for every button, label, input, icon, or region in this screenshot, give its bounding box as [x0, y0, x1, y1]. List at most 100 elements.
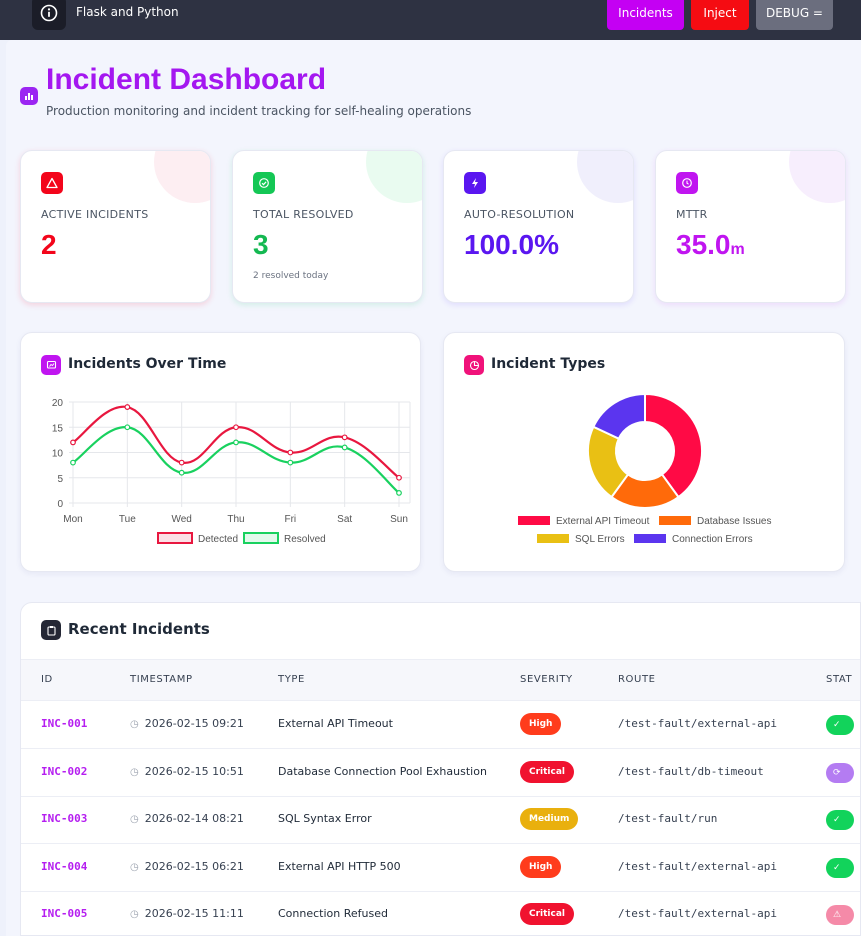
inject-button[interactable]: Inject: [691, 0, 749, 30]
timestamp-cell: ◷ 2026-02-15 10:51: [130, 765, 244, 778]
data-point-resolved[interactable]: [70, 459, 76, 466]
donut-slice[interactable]: [592, 392, 646, 440]
debug-button[interactable]: DEBUG =: [756, 0, 833, 30]
clock-icon: ◷: [130, 861, 139, 873]
chart-title: Incidents Over Time: [68, 356, 227, 372]
stat-card-mttr: MTTR 35.0m: [655, 150, 846, 303]
clock-icon: [676, 172, 698, 194]
x-tick-label: Thu: [227, 514, 244, 525]
legend-label[interactable]: Resolved: [284, 534, 326, 545]
timestamp-text: 2026-02-15 11:11: [144, 907, 244, 921]
data-point-detected[interactable]: [70, 439, 76, 446]
legend-label[interactable]: External API Timeout: [556, 516, 650, 527]
column-header-id[interactable]: ID: [41, 674, 53, 685]
column-header-route[interactable]: ROUTE: [618, 674, 656, 685]
legend-swatch[interactable]: [243, 532, 279, 544]
incident-id-link[interactable]: INC-003: [41, 812, 88, 826]
column-header-status[interactable]: STAT: [826, 674, 853, 685]
status-badge: ⚠: [826, 905, 854, 926]
stat-label: TOTAL RESOLVED: [253, 208, 354, 221]
incident-id-link[interactable]: INC-005: [41, 907, 88, 921]
table-row[interactable]: INC-004 ◷ 2026-02-15 06:21 External API HTT…: [21, 844, 860, 892]
stat-note: 2 resolved today: [253, 271, 329, 281]
incidents-button[interactable]: Incidents: [607, 0, 684, 30]
severity-badge: Medium: [520, 808, 579, 831]
stat-value: 3: [253, 229, 269, 260]
data-point-resolved[interactable]: [341, 444, 348, 451]
legend-label[interactable]: SQL Errors: [575, 534, 625, 545]
incident-type-cell: External API Timeout: [278, 717, 393, 730]
severity-badge: Critical: [520, 903, 575, 926]
data-point-resolved[interactable]: [396, 489, 402, 496]
severity-badge: High: [520, 855, 562, 878]
data-point-detected[interactable]: [124, 404, 131, 410]
legend-swatch[interactable]: [157, 532, 193, 544]
incident-type-cell: Connection Refused: [278, 907, 388, 921]
legend-swatch[interactable]: [518, 516, 550, 525]
incident-type-cell: External API HTTP 500: [278, 859, 401, 873]
chart-bar-icon: [20, 87, 38, 105]
data-point-resolved[interactable]: [178, 469, 185, 476]
timestamp-cell: ◷ 2026-02-15 11:11: [130, 907, 244, 920]
legend-label[interactable]: Database Issues: [697, 516, 772, 527]
line-chart[interactable]: 0 5 10 15 20 Mon Tue Wed Thu Fri Sat Sun Detected Res…: [31, 391, 411, 571]
check-circle-icon: [253, 172, 275, 194]
y-tick-label: 15: [52, 423, 64, 434]
data-point-detected[interactable]: [178, 459, 185, 466]
clock-icon: ◷: [130, 719, 139, 730]
legend-swatch[interactable]: [634, 534, 666, 543]
table-row[interactable]: INC-005 ◷ 2026-02-15 11:11 Connection Refus…: [21, 891, 860, 935]
severity-badge: High: [520, 713, 562, 735]
chart-line-icon: [41, 355, 61, 375]
incident-types-card: Incident Types External API Timeout Datab…: [443, 332, 845, 572]
decorative-blob: [789, 151, 845, 203]
y-tick-label: 0: [57, 499, 63, 510]
data-point-resolved[interactable]: [287, 459, 294, 466]
column-header-severity[interactable]: SEVERITY: [520, 674, 573, 685]
data-point-detected[interactable]: [233, 424, 239, 431]
lightning-icon: [464, 172, 486, 194]
clock-icon: ◷: [130, 814, 139, 826]
stat-value-number: 35.0: [676, 229, 731, 260]
timestamp-text: 2026-02-15 09:21: [144, 717, 244, 730]
stat-value: 100.0%: [464, 229, 559, 260]
y-tick-label: 10: [52, 449, 64, 460]
x-tick-label: Sat: [337, 514, 352, 525]
table-row[interactable]: INC-001 ◷ 2026-02-15 09:21 External API Tim…: [21, 701, 860, 749]
x-tick-label: Wed: [171, 514, 191, 525]
incident-id-link[interactable]: INC-001: [41, 717, 88, 730]
stat-unit: m: [730, 241, 745, 258]
legend-swatch[interactable]: [537, 534, 569, 543]
pie-chart-icon: [464, 355, 484, 375]
status-badge: ✓: [826, 810, 854, 831]
data-point-resolved[interactable]: [233, 439, 239, 446]
status-badge: ✓: [826, 715, 854, 735]
legend-label[interactable]: Detected: [198, 534, 238, 545]
table-row[interactable]: INC-002 ◷ 2026-02-15 10:51 Database Connect…: [21, 749, 860, 797]
stat-value: 2: [41, 229, 57, 260]
incident-id-link[interactable]: INC-002: [41, 764, 88, 778]
brand-name[interactable]: Flask and Python: [76, 5, 179, 19]
data-point-detected[interactable]: [396, 474, 402, 481]
data-point-detected[interactable]: [287, 449, 294, 456]
stat-card-active-incidents: ACTIVE INCIDENTS 2: [20, 150, 211, 303]
incident-type-cell: SQL Syntax Error: [278, 812, 372, 826]
timestamp-text: 2026-02-14 08:21: [144, 812, 244, 826]
donut-slice[interactable]: [644, 392, 703, 499]
donut-chart[interactable]: External API Timeout Database Issues SQL E…: [444, 391, 846, 571]
y-tick-label: 20: [52, 398, 64, 409]
info-icon[interactable]: [32, 0, 66, 30]
legend-label[interactable]: Connection Errors: [672, 534, 753, 545]
route-cell: /test-fault/db-timeout: [618, 764, 764, 778]
column-header-timestamp[interactable]: TIMESTAMP: [130, 674, 193, 685]
incident-id-link[interactable]: INC-004: [41, 859, 88, 873]
data-point-detected[interactable]: [341, 434, 348, 441]
decorative-blob: [366, 151, 422, 203]
severity-badge: Critical: [520, 760, 575, 783]
x-tick-label: Mon: [63, 514, 82, 525]
column-header-type[interactable]: TYPE: [278, 674, 305, 685]
stat-label: ACTIVE INCIDENTS: [41, 208, 149, 221]
data-point-resolved[interactable]: [124, 424, 131, 431]
legend-swatch[interactable]: [659, 516, 691, 525]
table-row[interactable]: INC-003 ◷ 2026-02-14 08:21 SQL Syntax Error…: [21, 796, 860, 845]
